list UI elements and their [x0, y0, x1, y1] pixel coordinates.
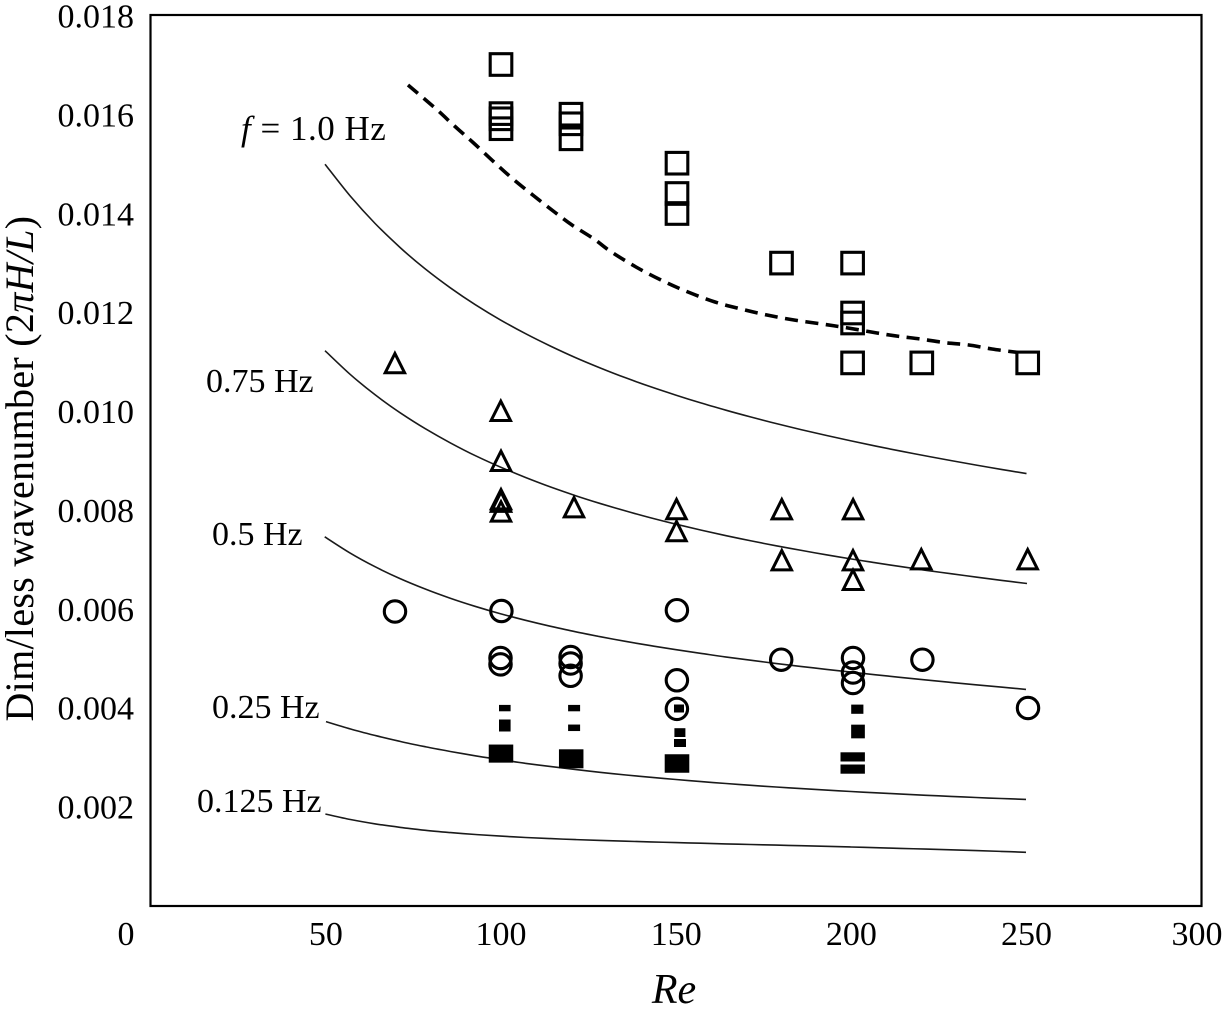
svg-text:Dim/less wavenumber (2πH/L): Dim/less wavenumber (2πH/L) — [0, 216, 42, 722]
svg-text:0.5 Hz: 0.5 Hz — [212, 516, 303, 553]
svg-text:300: 300 — [1172, 916, 1223, 953]
svg-text:0.014: 0.014 — [58, 196, 135, 233]
svg-text:0.002: 0.002 — [58, 790, 135, 827]
svg-text:0.018: 0.018 — [58, 0, 135, 36]
svg-text:100: 100 — [476, 916, 527, 953]
svg-text:0.004: 0.004 — [58, 691, 135, 728]
svg-text:0.25 Hz: 0.25 Hz — [212, 689, 320, 726]
svg-text:0: 0 — [118, 916, 135, 953]
svg-text:0.016: 0.016 — [58, 97, 135, 134]
svg-text:250: 250 — [1001, 916, 1052, 953]
svg-text:50: 50 — [309, 916, 343, 953]
svg-text:0.006: 0.006 — [58, 592, 135, 629]
svg-text:0.012: 0.012 — [58, 295, 135, 332]
svg-text:0.008: 0.008 — [58, 493, 135, 530]
svg-text:200: 200 — [826, 916, 877, 953]
svg-text:150: 150 — [651, 916, 702, 953]
svg-text:f = 1.0 Hz: f = 1.0 Hz — [241, 109, 386, 148]
svg-text:0.010: 0.010 — [58, 394, 135, 431]
svg-text:0.125 Hz: 0.125 Hz — [197, 783, 322, 820]
svg-text:0.75 Hz: 0.75 Hz — [206, 363, 314, 400]
svg-text:Re: Re — [651, 967, 696, 1013]
